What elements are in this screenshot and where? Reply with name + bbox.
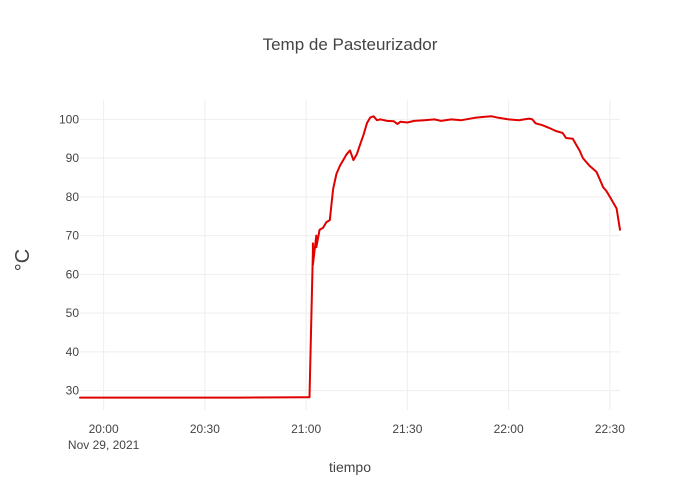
y-gridlines: [80, 118, 620, 392]
x-tick-date-label: Nov 29, 2021: [68, 438, 140, 452]
x-tick-label: 22:30: [595, 422, 625, 436]
temperature-series-line: [79, 115, 621, 399]
y-tick-label: 80: [66, 190, 80, 204]
y-axis-title: °C: [12, 249, 34, 271]
chart-title: Temp de Pasteurizador: [263, 35, 438, 54]
x-gridlines: [103, 100, 611, 410]
x-tick-label: 20:30: [190, 422, 220, 436]
y-tick-label: 30: [66, 384, 80, 398]
y-tick-label: 90: [66, 151, 80, 165]
x-axis-ticks: 20:00 Nov 29, 2021 20:30 21:00 21:30 22:00 22:…: [68, 422, 625, 452]
x-axis-title: tiempo: [329, 459, 371, 475]
x-tick-label: 20:00: [89, 422, 119, 436]
series-group: [79, 115, 621, 399]
y-tick-label: 70: [66, 229, 80, 243]
y-tick-label: 40: [66, 345, 80, 359]
x-tick-label: 22:00: [494, 422, 524, 436]
y-axis-ticks: 30 40 50 60 70 80 90 100: [59, 112, 79, 397]
x-tick-label: 21:00: [291, 422, 321, 436]
x-tick-label: 21:30: [392, 422, 422, 436]
y-tick-label: 60: [66, 267, 80, 281]
y-tick-label: 100: [59, 112, 79, 126]
y-tick-label: 50: [66, 306, 80, 320]
